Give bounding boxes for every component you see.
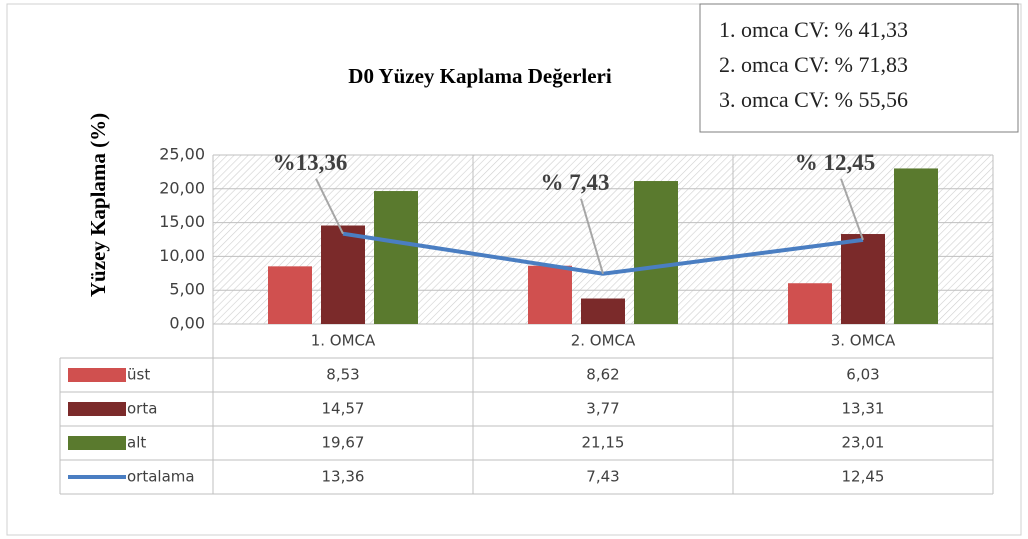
table-value: 3,77 xyxy=(586,400,619,418)
bar xyxy=(581,298,625,324)
y-tick-label: 15,00 xyxy=(159,212,205,231)
table-value: 13,31 xyxy=(842,400,885,418)
bar xyxy=(894,168,938,324)
legend-key xyxy=(68,402,126,416)
table-value: 8,53 xyxy=(326,366,359,384)
chart-title: D0 Yüzey Kaplama Değerleri xyxy=(348,64,612,88)
cv-line: 2. omca CV: % 71,83 xyxy=(719,52,908,77)
table-value: 14,57 xyxy=(322,400,365,418)
cv-box xyxy=(699,3,1019,133)
callout-label: % 7,43 xyxy=(541,170,610,195)
table-value: 21,15 xyxy=(582,434,625,452)
x-tick-label: 2. OMCA xyxy=(571,332,636,350)
bar xyxy=(788,283,832,324)
cv-line: 1. omca CV: % 41,33 xyxy=(719,17,908,42)
callout-label: %13,36 xyxy=(273,150,348,175)
y-tick-label: 10,00 xyxy=(159,246,205,265)
bar xyxy=(268,266,312,324)
y-tick-label: 25,00 xyxy=(159,145,205,164)
bar xyxy=(528,265,572,324)
legend-label: ortalama xyxy=(127,468,195,486)
x-tick-label: 1. OMCA xyxy=(311,332,376,350)
y-tick-label: 20,00 xyxy=(159,178,205,197)
x-tick-label: 3. OMCA xyxy=(831,332,896,350)
y-axis-label: Yüzey Kaplama (%) xyxy=(86,113,110,297)
y-tick-label: 5,00 xyxy=(169,280,205,299)
callout-label: % 12,45 xyxy=(795,150,876,175)
table-value: 19,67 xyxy=(322,434,365,452)
legend-label: alt xyxy=(127,434,146,452)
callout-leader xyxy=(315,178,344,235)
cv-line: 3. omca CV: % 55,56 xyxy=(719,87,908,112)
legend-key xyxy=(68,368,126,382)
bar xyxy=(321,225,365,324)
table-value: 8,62 xyxy=(586,366,619,384)
legend-key xyxy=(68,436,126,450)
callout-leader xyxy=(840,178,864,241)
table-value: 6,03 xyxy=(846,366,879,384)
table-value: 12,45 xyxy=(842,468,885,486)
table-value: 7,43 xyxy=(586,468,619,486)
cv-box-frame xyxy=(699,3,1019,133)
legend-label: üst xyxy=(127,366,150,384)
bar xyxy=(634,181,678,324)
bar xyxy=(841,234,885,324)
bar xyxy=(374,191,418,324)
legend-label: orta xyxy=(127,400,157,418)
y-tick-label: 0,00 xyxy=(169,314,205,333)
table-value: 23,01 xyxy=(842,434,885,452)
table-value: 13,36 xyxy=(322,468,365,486)
callout-leader xyxy=(580,198,604,275)
